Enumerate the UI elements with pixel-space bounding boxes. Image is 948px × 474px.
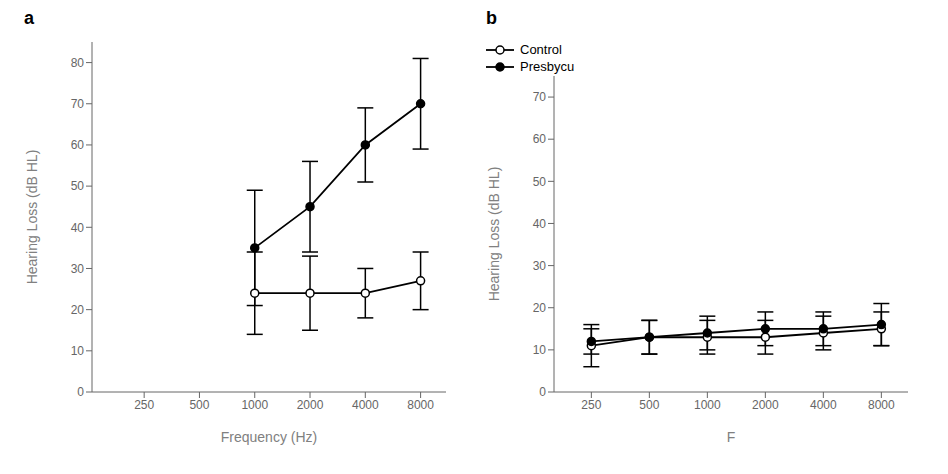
svg-text:Hearing Loss (dB HL): Hearing Loss (dB HL) bbox=[24, 150, 40, 285]
svg-text:2000: 2000 bbox=[752, 398, 779, 412]
svg-text:20: 20 bbox=[533, 301, 547, 315]
svg-text:2000: 2000 bbox=[297, 398, 324, 412]
svg-text:40: 40 bbox=[533, 217, 547, 231]
svg-text:0: 0 bbox=[77, 385, 84, 399]
svg-text:Frequency (Hz): Frequency (Hz) bbox=[221, 429, 317, 445]
svg-text:500: 500 bbox=[639, 398, 659, 412]
svg-text:8000: 8000 bbox=[868, 398, 895, 412]
svg-text:30: 30 bbox=[71, 262, 85, 276]
svg-text:20: 20 bbox=[71, 303, 85, 317]
svg-text:10: 10 bbox=[71, 344, 85, 358]
svg-text:50: 50 bbox=[71, 179, 85, 193]
svg-text:4000: 4000 bbox=[352, 398, 379, 412]
svg-text:50: 50 bbox=[533, 175, 547, 189]
svg-text:1000: 1000 bbox=[241, 398, 268, 412]
svg-text:10: 10 bbox=[533, 343, 547, 357]
svg-text:60: 60 bbox=[71, 138, 85, 152]
svg-text:500: 500 bbox=[189, 398, 209, 412]
html-text:Presbycu: Presbycu bbox=[520, 59, 575, 74]
svg-text:70: 70 bbox=[533, 90, 547, 104]
svg-text:70: 70 bbox=[71, 97, 85, 111]
svg-text:40: 40 bbox=[71, 221, 85, 235]
svg-text:250: 250 bbox=[581, 398, 601, 412]
svg-text:4000: 4000 bbox=[810, 398, 837, 412]
svg-text:250: 250 bbox=[134, 398, 154, 412]
svg-text:60: 60 bbox=[533, 132, 547, 146]
svg-text:30: 30 bbox=[533, 259, 547, 273]
svg-text:F: F bbox=[727, 429, 736, 445]
svg-text:0: 0 bbox=[539, 385, 546, 399]
svg-text:80: 80 bbox=[71, 56, 85, 70]
html-text:Control: Control bbox=[520, 42, 562, 57]
html-text:a: a bbox=[24, 8, 34, 28]
svg-text:8000: 8000 bbox=[407, 398, 434, 412]
svg-text:Hearing Loss (dB HL): Hearing Loss (dB HL) bbox=[486, 167, 502, 302]
svg-text:1000: 1000 bbox=[694, 398, 721, 412]
html-text:b: b bbox=[486, 8, 497, 28]
